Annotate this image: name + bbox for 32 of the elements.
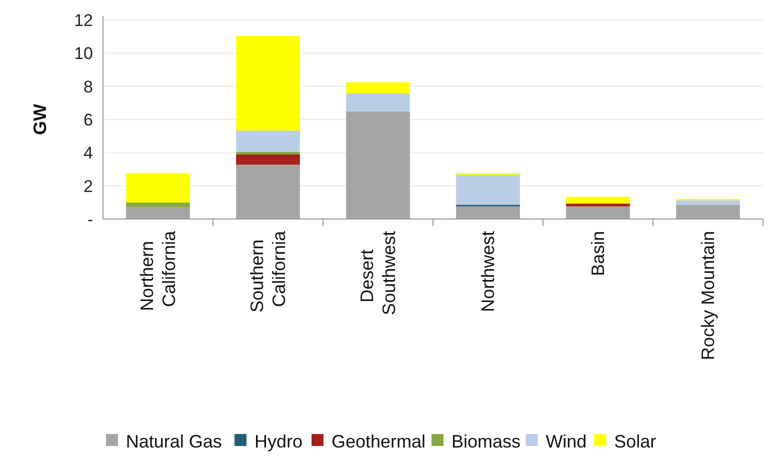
bar xyxy=(236,36,300,131)
bar xyxy=(236,152,300,154)
y-tick-label: 4 xyxy=(84,144,93,163)
legend-label: Natural Gas xyxy=(126,431,222,452)
bar xyxy=(126,173,190,203)
bar xyxy=(566,196,630,204)
bar xyxy=(126,202,190,208)
y-tick-label: 2 xyxy=(84,176,93,196)
y-tick-label: 8 xyxy=(84,77,93,96)
bar xyxy=(456,174,520,205)
legend-label: Geothermal xyxy=(332,431,426,452)
bar xyxy=(236,154,300,165)
x-tick-label: Southern California xyxy=(247,230,289,313)
x-tick-label: Basin xyxy=(588,231,608,276)
x-tick-label: Northwest xyxy=(478,231,498,312)
bar xyxy=(346,93,410,112)
bar xyxy=(346,82,410,94)
x-tick-label: Rocky Mountain xyxy=(698,231,718,360)
legend-label: Hydro xyxy=(254,431,303,452)
bar xyxy=(566,204,630,206)
legend-label: Biomass xyxy=(452,431,521,452)
y-tick-label: 6 xyxy=(84,110,93,130)
legend-label: Wind xyxy=(546,431,587,452)
y-tick-label: - xyxy=(87,210,93,229)
bar xyxy=(676,200,740,205)
y-tick-label: 10 xyxy=(74,44,93,64)
y-axis-title: GW xyxy=(30,104,50,135)
x-tick-label: Northern California xyxy=(137,230,179,312)
y-tick-label: 12 xyxy=(74,10,93,30)
x-tick-label: Desert Southwest xyxy=(357,231,399,316)
legend-label: Solar xyxy=(614,431,656,452)
bar xyxy=(236,130,300,152)
